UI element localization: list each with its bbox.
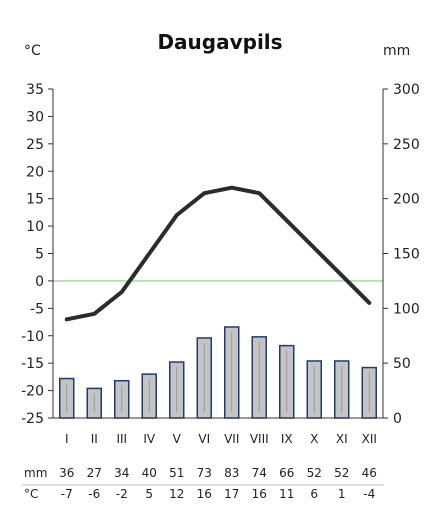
table-temp-cell: -2	[116, 487, 128, 501]
left-tick-label: -10	[21, 329, 44, 345]
month-label-VI: VI	[198, 432, 210, 446]
month-label-VII: VII	[224, 432, 239, 446]
month-label-II: II	[91, 432, 98, 446]
table-precip-cell: 36	[59, 466, 74, 480]
right-tick-label: 0	[393, 411, 402, 427]
table-precip-cell: 66	[279, 466, 294, 480]
month-label-I: I	[65, 432, 69, 446]
left-tick-label: -20	[21, 384, 44, 400]
table-precip-cell: 83	[224, 466, 239, 480]
temp-point-I	[66, 318, 68, 320]
month-label-III: III	[116, 432, 127, 446]
temp-point-XII	[368, 302, 370, 304]
table-precip-cell: 51	[169, 466, 184, 480]
left-tick-label: 15	[26, 192, 44, 208]
temp-point-VI	[203, 192, 205, 194]
temperature-line	[64, 185, 372, 322]
left-tick-label: 25	[26, 137, 44, 153]
right-axis-unit: mm	[383, 43, 410, 59]
temp-point-IV	[148, 253, 150, 254]
temp-point-III	[121, 291, 123, 293]
left-axis-unit: °C	[24, 43, 41, 59]
table-temp-cell: 17	[224, 487, 239, 501]
left-tick-label: 35	[26, 82, 44, 98]
temp-point-X	[313, 247, 315, 249]
table-precip-cell: 27	[87, 466, 102, 480]
table-precip-cell: 74	[252, 466, 267, 480]
axes	[52, 89, 384, 419]
table-precip-cell: 34	[114, 466, 129, 480]
left-tick-label: 30	[26, 109, 44, 125]
table-temp-cell: 12	[169, 487, 184, 501]
precipitation-bars	[59, 326, 377, 419]
month-label-X: X	[310, 432, 318, 446]
data-table: 36 27 34 40 51 73 83 74 66 52 52 46-7 -6 -2 5 12 16 17 16 1…	[59, 466, 377, 501]
left-tick-label: -25	[21, 411, 44, 427]
left-tick-label: 0	[35, 274, 44, 290]
table-precip-cell: 73	[197, 466, 212, 480]
month-label-V: V	[173, 432, 182, 446]
chart-title: Daugavpils	[157, 30, 282, 54]
temp-point-VII	[231, 187, 233, 189]
temperature-series	[64, 185, 372, 322]
table-precip-cell: 46	[362, 466, 377, 480]
table-temp-cell: 11	[279, 487, 294, 501]
right-tick-label: 250	[393, 137, 420, 153]
table-temp-cell: 16	[197, 487, 212, 501]
table-temp-label: °C	[24, 487, 38, 501]
table-precip-label: mm	[24, 466, 47, 480]
right-tick-label: 50	[393, 356, 411, 372]
table-precip-cell: 40	[142, 466, 157, 480]
right-tick-label: 300	[393, 82, 420, 98]
left-axis-ticks: 35 30 25 20 15 10 5 0 -5 -10 -15 -20 -25	[21, 82, 53, 427]
month-label-IX: IX	[281, 432, 293, 446]
temp-point-IX	[286, 220, 288, 222]
table-temp-cell: -7	[61, 487, 73, 501]
month-label-IV: IV	[143, 432, 156, 446]
temp-point-II	[93, 313, 95, 315]
table-temp-cell: 6	[310, 487, 318, 501]
right-tick-label: 200	[393, 192, 420, 208]
temp-point-XI	[341, 274, 343, 276]
month-label-XII: XII	[362, 432, 377, 446]
right-axis-ticks: 300 250 200 150 100 50 0	[383, 82, 420, 427]
month-label-XI: XI	[336, 432, 348, 446]
left-tick-label: 5	[35, 247, 44, 263]
month-labels: I II III IV V VI VII VIII IX X XI XII	[65, 432, 377, 446]
left-tick-label: 10	[26, 219, 44, 235]
month-label-VIII: VIII	[250, 432, 269, 446]
right-tick-label: 100	[393, 301, 420, 317]
right-tick-label: 150	[393, 247, 420, 263]
left-tick-label: -15	[21, 356, 44, 372]
table-precip-cell: 52	[307, 466, 322, 480]
table-precip-cell: 52	[334, 466, 349, 480]
table-temp-cell: -6	[88, 487, 100, 501]
left-tick-label: 20	[26, 164, 44, 180]
left-tick-label: -5	[30, 301, 44, 317]
temp-point-VIII	[258, 192, 260, 194]
table-temp-cell: 1	[338, 487, 346, 501]
table-temp-cell: -4	[363, 487, 375, 501]
table-temp-cell: 5	[145, 487, 153, 501]
table-temp-cell: 16	[252, 487, 267, 501]
temp-point-V	[176, 214, 178, 216]
